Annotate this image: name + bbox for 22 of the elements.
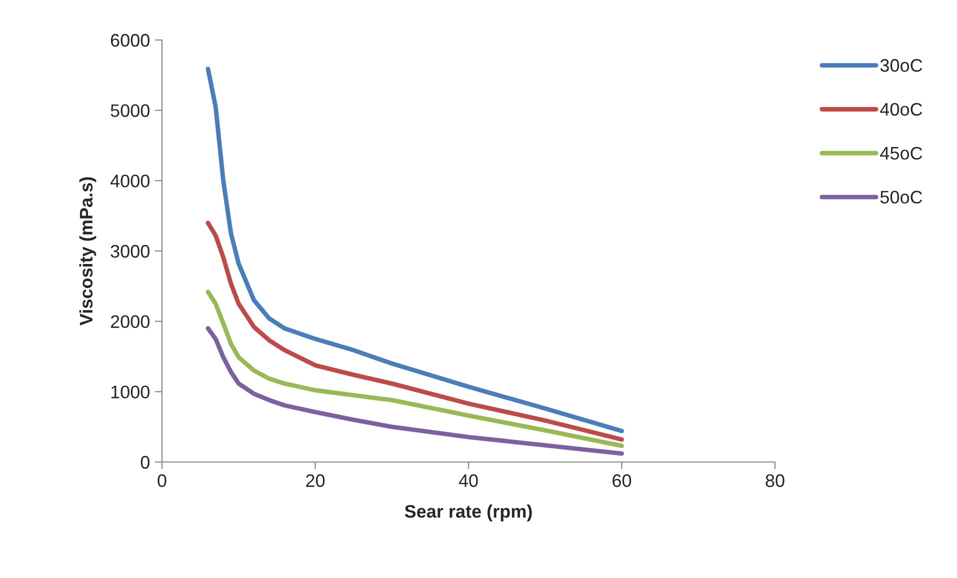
line-series (206, 326, 624, 456)
line-series (206, 66, 624, 434)
legend-label: 45oC (880, 146, 922, 160)
x-tick-label: 0 (158, 474, 166, 488)
x-tick-label: 60 (612, 474, 632, 488)
x-tick-label: 20 (306, 474, 325, 488)
x-tick-label: 80 (766, 474, 784, 488)
y-tick-label: 3000 (110, 244, 150, 258)
y-tick-label: 4000 (110, 174, 150, 188)
y-tick-label: 2000 (110, 315, 150, 328)
line-series (206, 290, 624, 448)
x-axis-title: Sear rate (rpm) (404, 504, 532, 522)
line-series (206, 220, 624, 442)
x-tick-label: 40 (458, 474, 478, 488)
y-axis-title: Viscosity (mPa.s) (79, 177, 96, 326)
legend-label: 40oC (880, 102, 922, 116)
y-tick-label: 0 (140, 456, 150, 469)
y-tick-label: 5000 (110, 104, 150, 118)
legend-label: 30oC (880, 59, 922, 72)
legend-label: 50oC (880, 190, 922, 204)
y-tick-label: 6000 (110, 34, 150, 47)
y-tick-label: 1000 (111, 386, 150, 398)
